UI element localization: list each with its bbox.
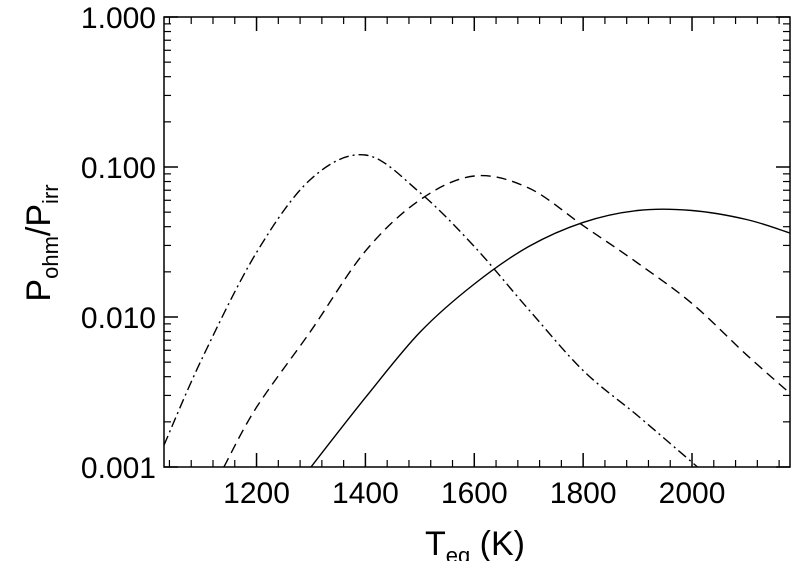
y-axis-label: Pohm/Pirr — [20, 184, 63, 301]
series-line-solid — [310, 208, 791, 468]
x-tick-label: 1400 — [332, 477, 399, 510]
x-tick-label: 1800 — [550, 477, 617, 510]
y-tick-label: 0.001 — [81, 452, 156, 485]
y-tick-label: 1.000 — [81, 2, 156, 35]
x-tick-label: 1600 — [441, 477, 508, 510]
ticks — [164, 16, 790, 468]
y-tick-label: 0.100 — [81, 152, 156, 185]
series-group — [163, 154, 791, 468]
y-tick-label: 0.010 — [81, 302, 156, 335]
series-line-dashdot — [163, 154, 698, 468]
plot-frame — [163, 16, 791, 468]
x-axis-label: Teq (K) — [425, 525, 525, 561]
series-line-dashed — [223, 174, 791, 468]
tick-labels: 1200 1400 1600 1800 2000 0.001 0.010 0.100 1.000 — [81, 2, 725, 510]
x-tick-label: 2000 — [659, 477, 726, 510]
x-tick-label: 1200 — [223, 477, 290, 510]
